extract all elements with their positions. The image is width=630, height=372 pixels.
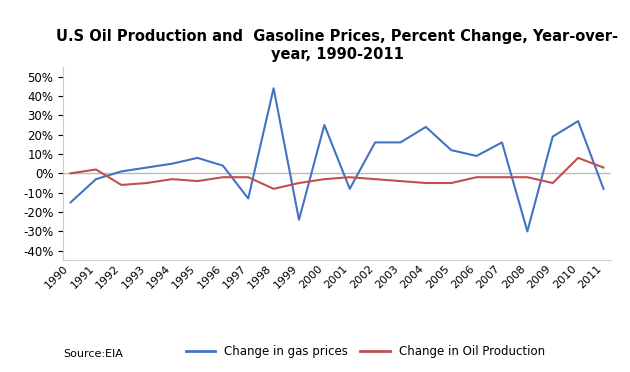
Change in gas prices — [321, 123, 328, 127]
Change in Oil Production — [524, 175, 531, 179]
Change in gas prices — [143, 165, 151, 170]
Legend: Change in gas prices, Change in Oil Production: Change in gas prices, Change in Oil Prod… — [181, 340, 550, 362]
Change in Oil Production — [270, 187, 277, 191]
Change in Oil Production — [118, 183, 125, 187]
Change in gas prices — [600, 187, 607, 191]
Change in gas prices — [422, 125, 430, 129]
Line: Change in gas prices: Change in gas prices — [71, 88, 604, 231]
Change in Oil Production — [346, 175, 353, 179]
Change in Oil Production — [295, 181, 303, 185]
Change in gas prices — [67, 200, 74, 205]
Change in Oil Production — [549, 181, 556, 185]
Change in Oil Production — [447, 181, 455, 185]
Change in Oil Production — [498, 175, 506, 179]
Change in gas prices — [447, 148, 455, 153]
Change in Oil Production — [168, 177, 176, 182]
Change in Oil Production — [473, 175, 481, 179]
Change in gas prices — [397, 140, 404, 145]
Change in gas prices — [498, 140, 506, 145]
Change in gas prices — [270, 86, 277, 90]
Change in gas prices — [219, 163, 227, 168]
Change in Oil Production — [371, 177, 379, 182]
Change in gas prices — [371, 140, 379, 145]
Change in gas prices — [295, 218, 303, 222]
Change in Oil Production — [219, 175, 227, 179]
Change in gas prices — [346, 187, 353, 191]
Change in Oil Production — [244, 175, 252, 179]
Change in gas prices — [244, 196, 252, 201]
Change in gas prices — [549, 134, 556, 139]
Line: Change in Oil Production: Change in Oil Production — [71, 158, 604, 189]
Change in Oil Production — [67, 171, 74, 176]
Text: Source:EIA: Source:EIA — [63, 349, 123, 359]
Title: U.S Oil Production and  Gasoline Prices, Percent Change, Year-over-
year, 1990-2: U.S Oil Production and Gasoline Prices, … — [56, 29, 618, 62]
Change in gas prices — [575, 119, 582, 124]
Change in gas prices — [193, 155, 201, 160]
Change in Oil Production — [600, 165, 607, 170]
Change in Oil Production — [397, 179, 404, 183]
Change in Oil Production — [422, 181, 430, 185]
Change in Oil Production — [92, 167, 100, 172]
Change in gas prices — [168, 161, 176, 166]
Change in Oil Production — [193, 179, 201, 183]
Change in Oil Production — [143, 181, 151, 185]
Change in Oil Production — [321, 177, 328, 182]
Change in gas prices — [118, 169, 125, 174]
Change in gas prices — [473, 154, 481, 158]
Change in gas prices — [92, 177, 100, 182]
Change in Oil Production — [575, 155, 582, 160]
Change in gas prices — [524, 229, 531, 234]
